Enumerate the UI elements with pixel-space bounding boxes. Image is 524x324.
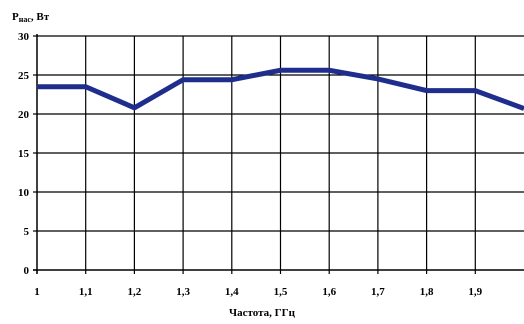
data-point <box>133 107 135 109</box>
data-point <box>231 79 233 81</box>
data-point <box>85 86 87 88</box>
x-tick-label: 1 <box>34 286 40 298</box>
y-tick-label: 15 <box>18 148 30 160</box>
y-tick-label: 5 <box>24 226 30 238</box>
x-tick-label: 1,8 <box>420 286 434 298</box>
y-tick-label: 30 <box>18 31 30 43</box>
data-point <box>377 78 379 80</box>
y-axis-label-main: P <box>12 11 19 23</box>
x-axis-label: Частота, ГГц <box>229 307 295 319</box>
y-axis-label-unit: , Вт <box>30 11 50 23</box>
data-point <box>182 79 184 81</box>
data-point <box>474 90 476 92</box>
y-tick-label: 20 <box>18 109 30 121</box>
axes <box>33 34 524 274</box>
y-tick-label: 25 <box>18 70 30 82</box>
x-tick-label: 1,9 <box>468 286 482 298</box>
grid <box>37 35 524 270</box>
series <box>36 67 524 111</box>
x-tick-label: 1,6 <box>322 286 336 298</box>
x-tick-label: 1,4 <box>225 286 239 298</box>
x-tick-label: 1,7 <box>371 286 385 298</box>
y-axis-label-subscript: нас <box>18 15 31 24</box>
data-point <box>36 86 38 88</box>
y-tick-label: 10 <box>18 187 30 199</box>
x-tick-label: 1,5 <box>274 286 288 298</box>
x-ticks: 1 1,1 1,2 1,3 1,4 1,5 1,6 1,7 1,8 1,9 <box>34 270 483 298</box>
y-axis-label: Pнас, Вт <box>12 11 49 24</box>
x-tick-label: 1,1 <box>79 286 93 298</box>
data-point <box>426 90 428 92</box>
data-point <box>280 69 281 71</box>
x-tick-label: 1,2 <box>128 286 142 298</box>
x-tick-label: 1,3 <box>176 286 190 298</box>
y-tick-label: 0 <box>24 265 30 277</box>
y-ticks: 0 5 10 15 20 25 30 <box>18 31 37 277</box>
data-point <box>328 69 330 71</box>
